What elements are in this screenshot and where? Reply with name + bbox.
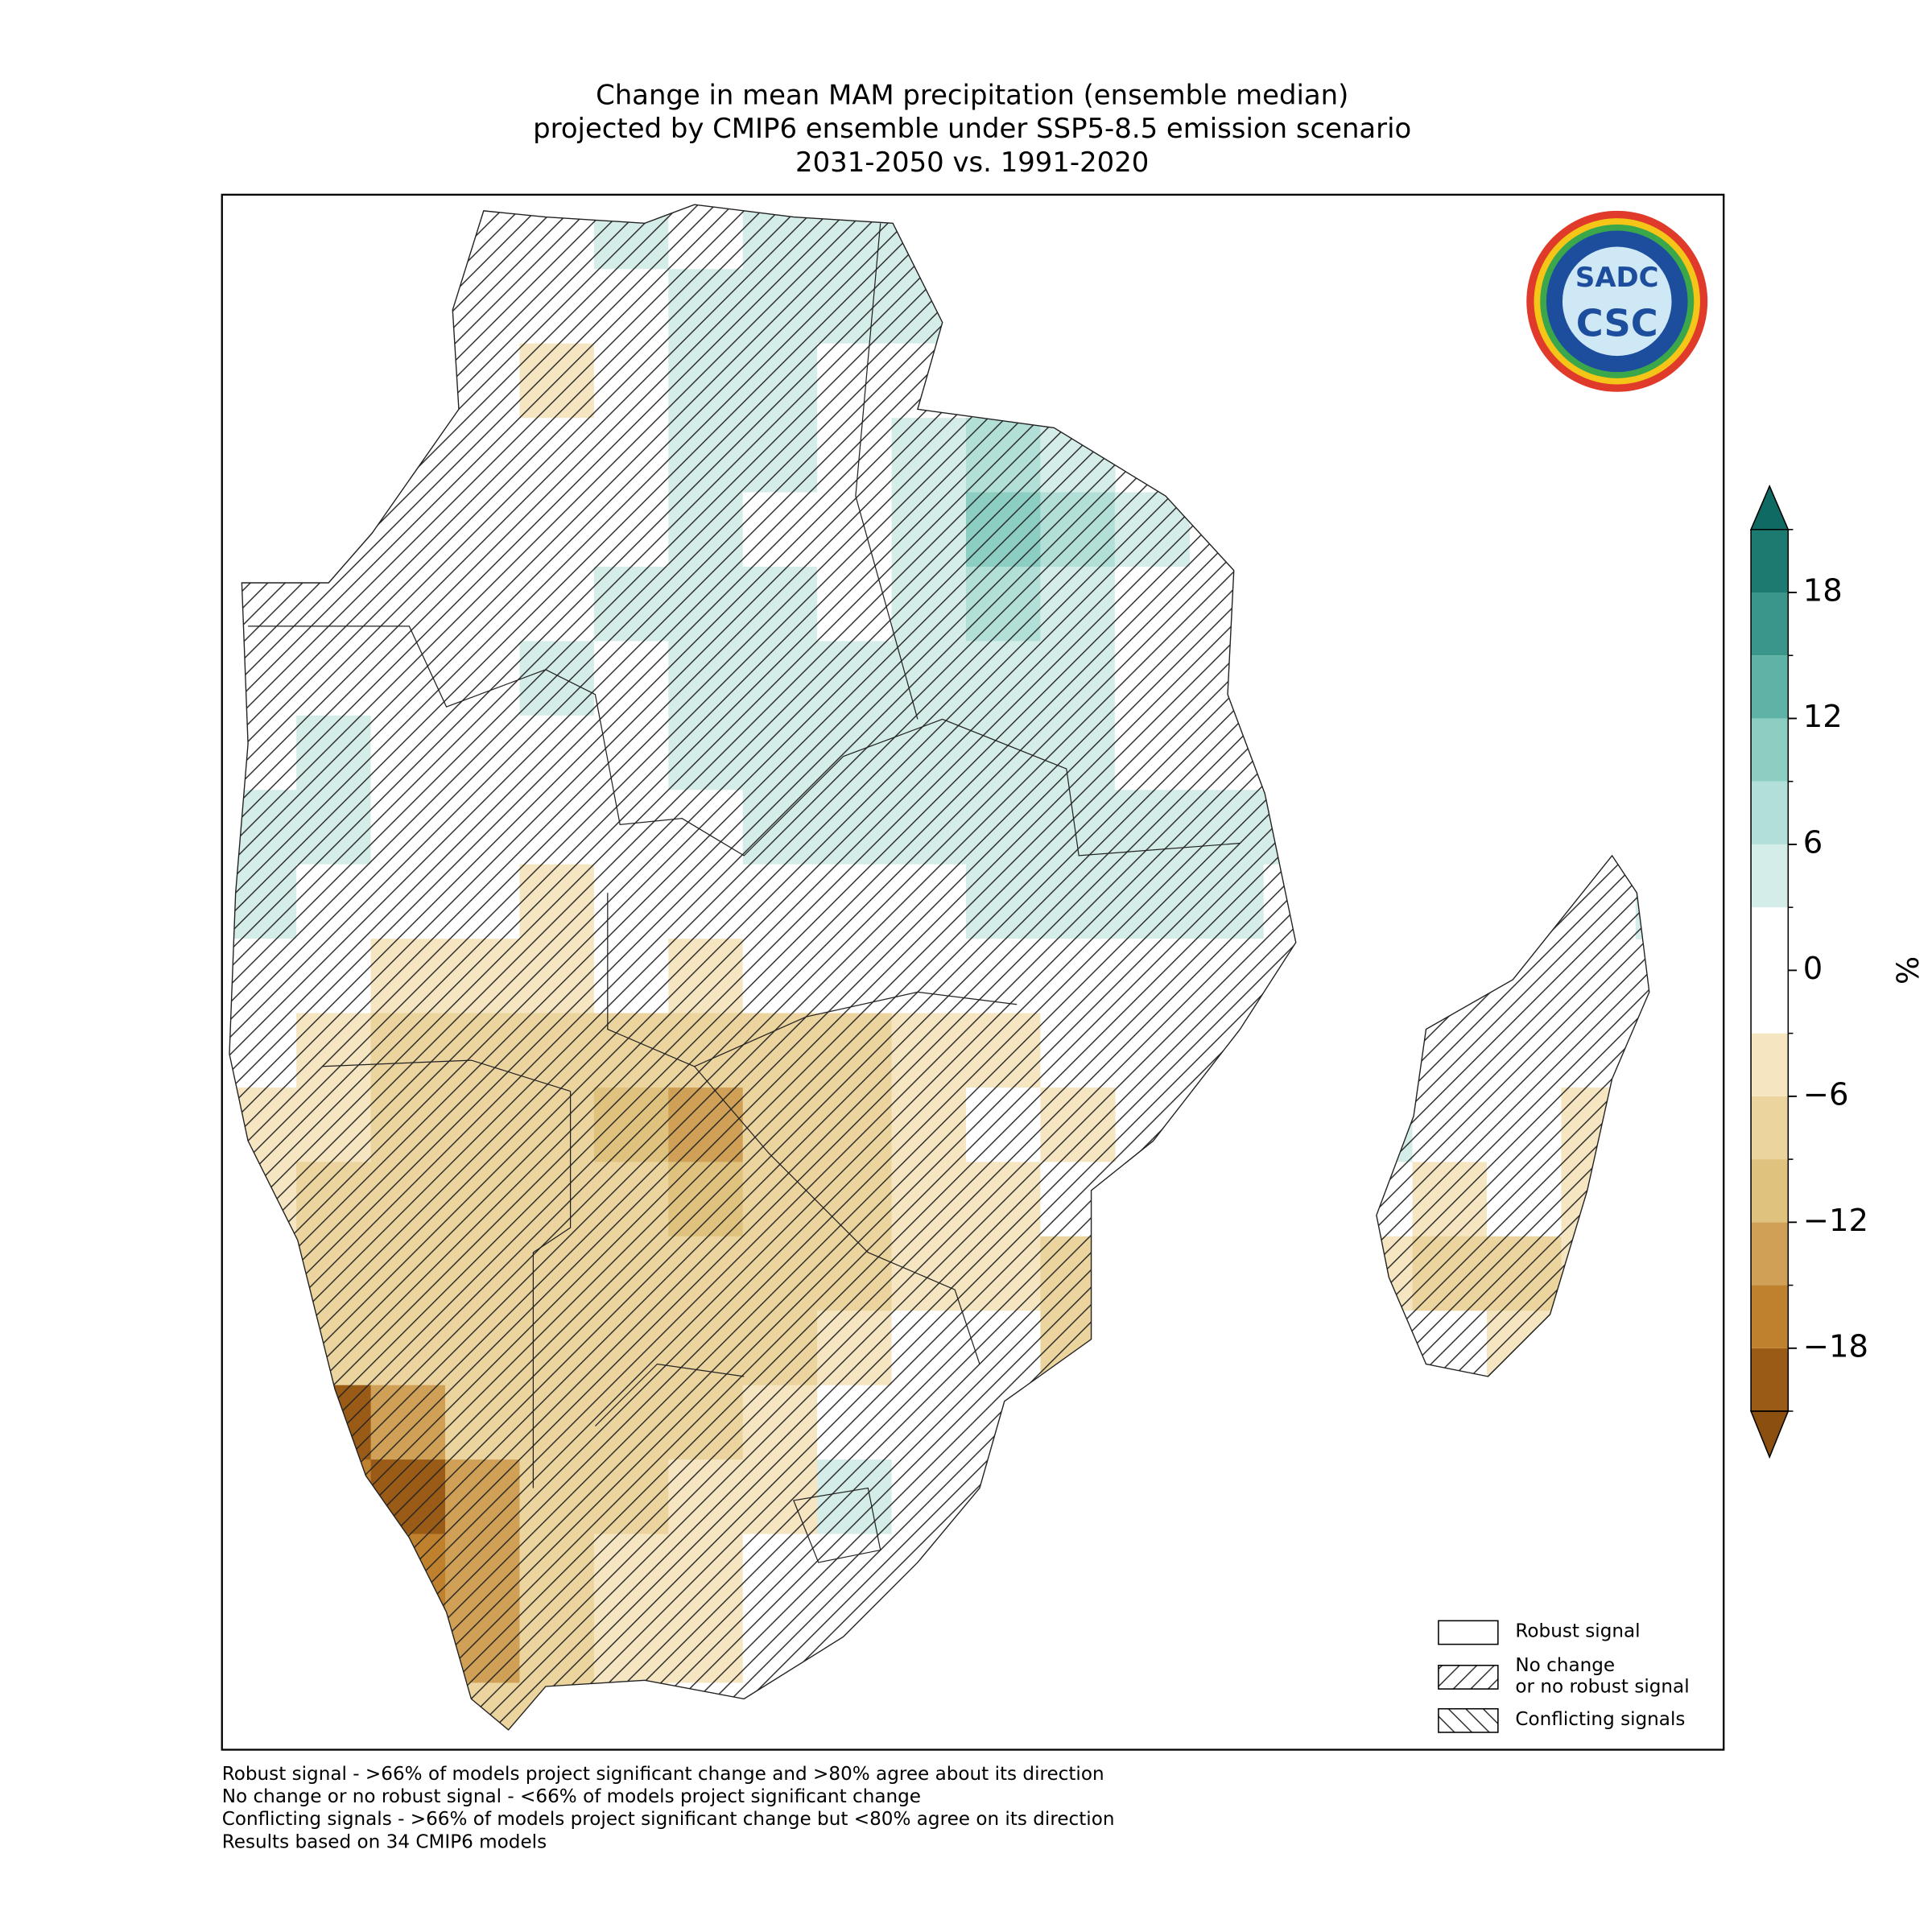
grid-cell [1561, 1236, 1637, 1312]
country-borders [248, 223, 1241, 1563]
colorbar-tick-label: 0 [1803, 951, 1823, 987]
title-block: Change in mean MAM precipitation (ensemb… [533, 80, 1411, 178]
colorbar-band [1751, 1033, 1789, 1096]
colorbar-band [1751, 907, 1789, 1034]
logo-text: SADC [1575, 262, 1659, 293]
colorbar-band [1751, 655, 1789, 719]
colorbar-band [1751, 1222, 1789, 1286]
footnotes: Robust signal - >66% of models project s… [222, 1764, 1115, 1853]
colorbar-tick-label: −12 [1803, 1203, 1868, 1239]
footnote: Robust signal - >66% of models project s… [222, 1764, 1104, 1785]
grid-cell [1635, 864, 1649, 939]
colorbar-band [1751, 844, 1789, 908]
grid-cell [1114, 1311, 1191, 1386]
logo-center [1562, 246, 1672, 357]
title-line: 2031-2050 vs. 1991-2020 [795, 147, 1149, 178]
legend-label: Robust signal [1515, 1621, 1640, 1642]
legend-label: or no robust signal [1515, 1676, 1689, 1697]
colorbar-extend-under [1749, 1410, 1790, 1459]
logo: SADC CSC [1526, 210, 1708, 392]
legend-patch [1438, 1665, 1499, 1690]
colorbar-band [1751, 718, 1789, 782]
grid-cell [370, 1608, 446, 1684]
colorbar-tick-label: 6 [1803, 824, 1823, 861]
title-line: projected by CMIP6 ensemble under SSP5-8… [533, 113, 1411, 144]
colorbar-tick-label: 18 [1803, 572, 1843, 609]
colorbar-band [1751, 1159, 1789, 1223]
map-frame [221, 193, 1725, 1751]
colorbar-extend-over [1749, 484, 1790, 530]
title-line: Change in mean MAM precipitation (ensemb… [596, 80, 1348, 111]
colorbar-label: % [1891, 956, 1926, 985]
madagascar-outline [1376, 854, 1650, 1377]
colorbar-band [1751, 1096, 1789, 1160]
colorbar: −18 −12 −6 0 6 12 18% [1749, 484, 1926, 1459]
legend-patch [1438, 1620, 1499, 1645]
colorbar-band [1751, 781, 1789, 844]
grid-cell [296, 1459, 372, 1535]
grid-cell [1412, 1385, 1488, 1460]
colorbar-band [1751, 592, 1789, 656]
colorbar-band [1751, 1348, 1789, 1412]
footnote: No change or no robust signal - <66% of … [222, 1786, 921, 1807]
colorbar-band [1751, 529, 1789, 592]
colorbar-band [1751, 1285, 1789, 1348]
grid-cell [1561, 1311, 1637, 1386]
legend-label: Conflicting signals [1515, 1709, 1685, 1730]
colorbar-tick-label: −6 [1803, 1076, 1849, 1113]
footnote: Conflicting signals - >66% of models pro… [222, 1809, 1115, 1830]
land-hatching [229, 204, 1650, 1731]
legend-patch [1438, 1707, 1499, 1733]
grid-cell [370, 1682, 446, 1730]
legend-label: No change [1515, 1655, 1615, 1676]
grid-cell [1114, 1236, 1191, 1312]
colorbar-tick-label: 12 [1803, 699, 1843, 735]
continent-outline [229, 204, 1297, 1731]
logo-text: CSC [1576, 302, 1658, 345]
colorbar-tick-label: −18 [1803, 1328, 1868, 1364]
grid-cell [1338, 1311, 1414, 1386]
grid-cell [593, 1682, 670, 1730]
footnote: Results based on 34 CMIP6 models [222, 1831, 547, 1852]
